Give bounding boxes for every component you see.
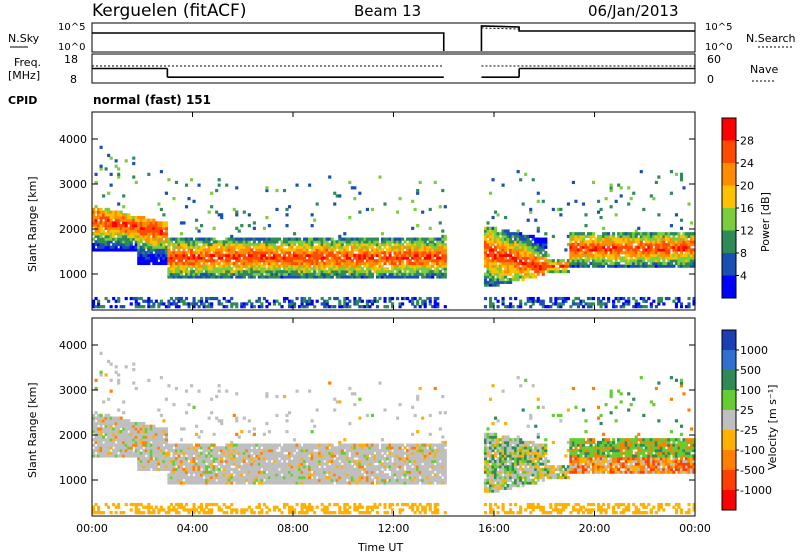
x-axis-label: Time UT <box>357 541 403 554</box>
colorbar-segment <box>722 470 736 490</box>
power-y-ticks: 4000 3000 2000 1000 <box>59 133 695 281</box>
colorbar-segment <box>722 330 736 350</box>
velocity-colorbar: 1000 500 100 25 -25 -100 -500 -1000 <box>721 329 772 511</box>
y-tick-label: 2000 <box>59 429 87 442</box>
freq-tick-8: 8 <box>70 73 77 86</box>
power-ylabel: Slant Range [km] <box>26 176 39 272</box>
search-noise-trace <box>481 27 520 30</box>
colorbar-segment <box>722 208 736 231</box>
colorbar-tick-label: 100 <box>740 384 761 397</box>
colorbar-segment <box>722 370 736 390</box>
colorbar-tick-label: -100 <box>740 444 765 457</box>
y-tick-label: 3000 <box>59 384 87 397</box>
colorbar-segment <box>722 350 736 370</box>
sky-panel: N.Sky 10^5 10^0 10^5 10^0 N.Search <box>8 22 796 53</box>
colorbar-tick-label: 20 <box>740 180 754 193</box>
power-heatmap <box>92 145 696 309</box>
colorbar-segment <box>722 253 736 276</box>
x-tick-label: 04:00 <box>177 522 209 535</box>
nave-label: Nave <box>750 63 778 76</box>
x-tick-label: 08:00 <box>277 522 309 535</box>
colorbar-segment <box>722 230 736 253</box>
y-tick-label: 2000 <box>59 223 87 236</box>
search-tick-bottom: 10^0 <box>705 42 732 53</box>
freq-tick-18: 18 <box>64 53 78 66</box>
colorbar-frame <box>721 329 737 511</box>
colorbar-tick-label: -25 <box>740 424 758 437</box>
nave-tick-60: 60 <box>707 53 721 66</box>
freq-traces <box>92 65 695 78</box>
freq-trace <box>92 67 695 78</box>
search-label: N.Search <box>746 32 796 45</box>
y-tick-label: 4000 <box>59 339 87 352</box>
station-title: Kerguelen (fitACF) <box>92 1 246 21</box>
colorbar-segment <box>722 490 736 510</box>
colorbar-tick-label: 12 <box>740 225 754 238</box>
sky-label: N.Sky <box>8 32 40 45</box>
sky-tick-top: 10^5 <box>58 22 85 33</box>
sky-noise-trace <box>480 25 695 51</box>
x-tick-label: 16:00 <box>478 522 510 535</box>
colorbar-tick-label: -1000 <box>740 484 772 497</box>
velocity-ylabel: Slant Range [km] <box>26 382 39 478</box>
colorbar-tick-label: 28 <box>740 135 754 148</box>
colorbar-tick-label: 500 <box>740 364 761 377</box>
velocity-colorbar-label: Velocity [m s⁻¹] <box>766 385 779 470</box>
x-tick-label: 12:00 <box>378 522 410 535</box>
velocity-panel: 4000 3000 2000 1000 Slant Range [km] 1000 50… <box>26 317 779 517</box>
x-tick-label: 20:00 <box>579 522 611 535</box>
freq-label-2: [MHz] <box>8 69 40 82</box>
colorbar-tick-label: 4 <box>740 270 747 283</box>
y-tick-label: 1000 <box>59 268 87 281</box>
x-tick-label: 00:00 <box>679 522 711 535</box>
power-colorbar-label: Power [dB] <box>759 192 772 252</box>
x-axis-ticks: 00:00 04:00 08:00 12:00 16:00 20:00 00:00 <box>76 112 711 535</box>
date-title: 06/Jan/2013 <box>588 2 679 20</box>
power-panel: 4000 3000 2000 1000 Slant Range [km] 28 24 20… <box>26 111 772 311</box>
colorbar-segment <box>722 275 736 298</box>
colorbar-tick-label: 24 <box>740 157 754 170</box>
colorbar-tick-label: 25 <box>740 404 754 417</box>
cpid-value: normal (fast) 151 <box>93 93 211 107</box>
colorbar-segment <box>722 140 736 163</box>
y-tick-label: 1000 <box>59 474 87 487</box>
velocity-y-ticks: 4000 3000 2000 1000 <box>59 339 695 487</box>
colorbar-tick-label: 8 <box>740 247 747 260</box>
colorbar-segment <box>722 185 736 208</box>
colorbar-segment <box>722 450 736 470</box>
velocity-heatmap <box>92 351 696 515</box>
freq-label-1: Freq. <box>14 56 41 69</box>
nave-tick-0: 0 <box>707 73 714 86</box>
x-tick-label: 00:00 <box>76 522 108 535</box>
freq-panel: Freq. [MHz] 18 8 60 0 Nave <box>8 53 778 86</box>
power-colorbar: 28 24 20 16 12 8 4 <box>721 117 754 299</box>
sky-noise-trace <box>92 32 445 51</box>
cpid-label: CPID <box>8 94 37 107</box>
search-tick-top: 10^5 <box>705 22 732 33</box>
colorbar-segment <box>722 410 736 430</box>
colorbar-segment <box>722 163 736 186</box>
colorbar-tick-label: 16 <box>740 202 754 215</box>
y-tick-label: 3000 <box>59 178 87 191</box>
colorbar-segment <box>722 390 736 410</box>
sky-tick-bottom: 10^0 <box>58 42 85 53</box>
colorbar-segment <box>722 118 736 141</box>
beam-title: Beam 13 <box>354 2 421 20</box>
colorbar-tick-label: -500 <box>740 464 765 477</box>
y-tick-label: 4000 <box>59 133 87 146</box>
colorbar-tick-label: 1000 <box>740 344 768 357</box>
sky-traces <box>92 25 695 51</box>
colorbar-segment <box>722 430 736 450</box>
